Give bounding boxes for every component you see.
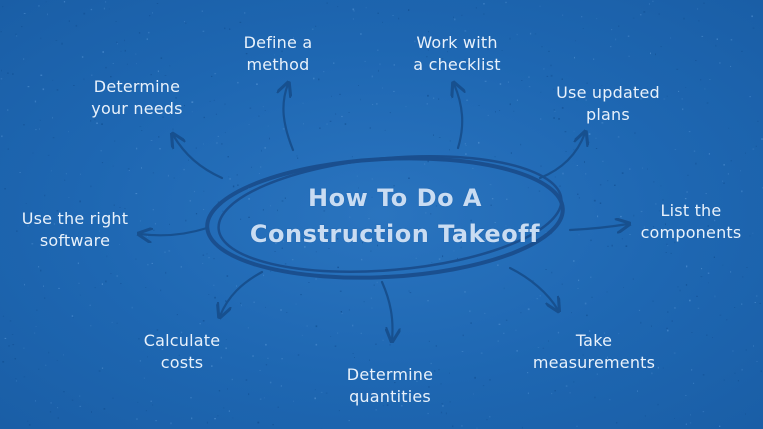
arrow-determine-quantities xyxy=(380,280,393,340)
arrow-determine-needs xyxy=(173,135,224,180)
connector-arrows xyxy=(140,84,628,340)
step-line-2: your needs xyxy=(91,99,183,118)
step-line-1: Use the right xyxy=(21,209,129,228)
arrow-calculate-costs xyxy=(220,270,264,316)
step-line-1: Determine xyxy=(346,365,434,384)
step-line-1: List the xyxy=(660,201,722,220)
title-line-1: How To Do A xyxy=(308,184,482,212)
step-line-1: Take xyxy=(575,331,613,350)
step-line-1: Work with xyxy=(416,33,498,52)
step-use-updated-plans: Use updated plans xyxy=(538,82,678,126)
step-calculate-costs: Calculate costs xyxy=(130,330,234,374)
arrow-updated-plans xyxy=(538,133,585,180)
diagram-title: How To Do A Construction Takeoff xyxy=(230,180,560,252)
step-line-2: method xyxy=(246,55,310,74)
step-line-2: plans xyxy=(586,105,630,124)
step-line-2: a checklist xyxy=(413,55,501,74)
arrow-right-software xyxy=(140,228,209,235)
step-line-1: Use updated xyxy=(556,83,660,102)
step-define-method: Define a method xyxy=(226,32,330,76)
arrow-define-method xyxy=(283,84,295,152)
step-line-1: Calculate xyxy=(143,331,221,350)
step-take-measurements: Take measurements xyxy=(524,330,664,374)
step-line-2: components xyxy=(640,223,742,242)
step-line-1: Determine xyxy=(93,77,181,96)
step-determine-your-needs: Determine your needs xyxy=(78,76,196,120)
step-line-2: costs xyxy=(160,353,204,372)
step-line-2: software xyxy=(39,231,111,250)
step-line-1: Define a xyxy=(243,33,313,52)
step-list-components: List the components xyxy=(628,200,754,244)
step-use-right-software: Use the right software xyxy=(12,208,138,252)
step-determine-quantities: Determine quantities xyxy=(330,364,450,408)
step-work-with-checklist: Work with a checklist xyxy=(392,32,522,76)
arrow-take-measurements xyxy=(508,266,558,310)
step-line-2: quantities xyxy=(349,387,431,406)
arrow-checklist xyxy=(454,84,462,150)
arrow-list-components xyxy=(568,224,628,230)
title-line-2: Construction Takeoff xyxy=(249,220,541,248)
step-line-2: measurements xyxy=(532,353,656,372)
